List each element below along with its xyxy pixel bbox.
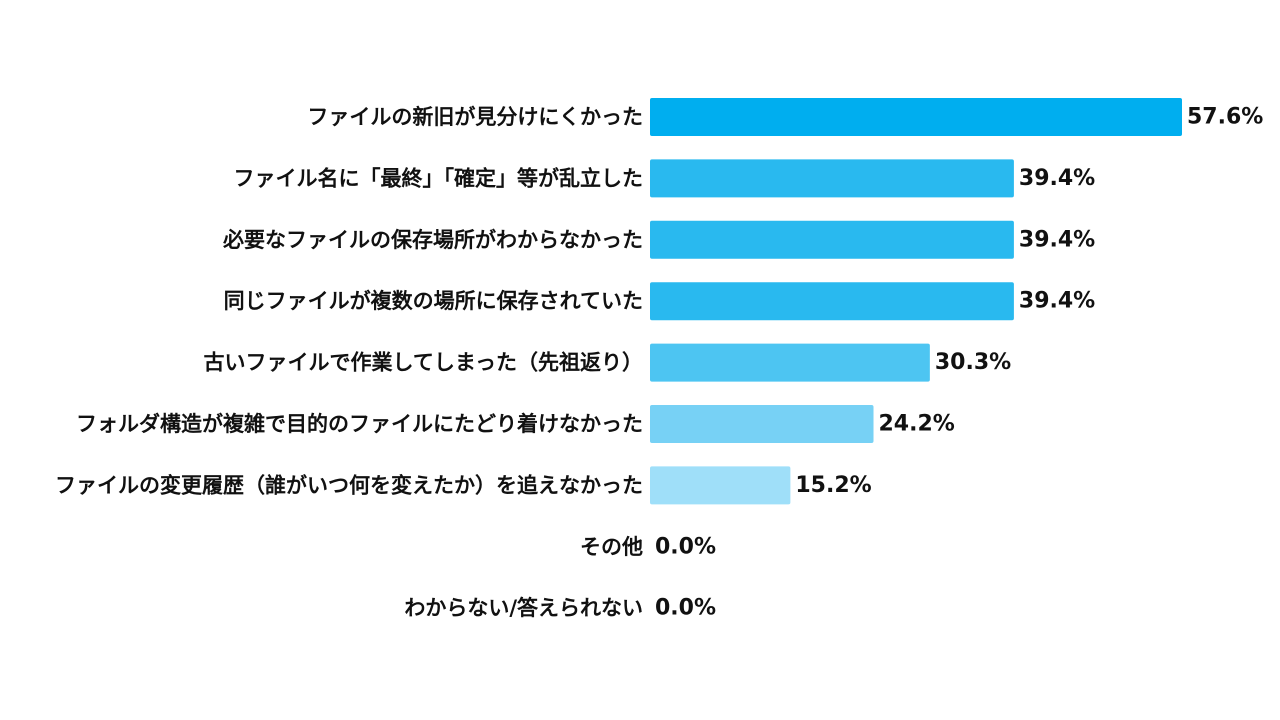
category-label-7: その他 (580, 535, 643, 559)
value-label-2: 39.4% (1019, 227, 1095, 252)
category-label-1: ファイル名に「最終」「確定」等が乱立した (234, 166, 644, 190)
value-label-8: 0.0% (655, 596, 716, 621)
bar-6 (650, 466, 791, 505)
value-label-7: 0.0% (655, 534, 716, 559)
value-label-0: 57.6% (1187, 105, 1263, 130)
category-label-6: ファイルの変更履歴（誰がいつ何を変えたか）を追えなかった (55, 473, 643, 497)
category-label-2: 必要なファイルの保存場所がわからなかった (223, 228, 643, 252)
category-label-3: 同じファイルが複数の場所に保存されていた (224, 289, 643, 313)
value-label-1: 39.4% (1019, 166, 1095, 191)
bar-1 (650, 159, 1014, 198)
bars-group (650, 98, 1182, 505)
bar-0 (650, 98, 1182, 136)
value-label-5: 24.2% (879, 412, 955, 437)
value-label-4: 30.3% (935, 350, 1011, 375)
bar-2 (650, 220, 1014, 259)
value-label-6: 15.2% (795, 473, 871, 498)
category-label-4: 古いファイルで作業してしまった（先祖返り） (203, 351, 643, 375)
value-label-3: 39.4% (1019, 289, 1095, 314)
bar-5 (650, 405, 874, 443)
category-label-0: ファイルの新旧が見分けにくかった (307, 105, 643, 129)
bar-3 (650, 282, 1014, 321)
category-label-5: フォルダ構造が複雑で目的のファイルにたどり着けなかった (76, 412, 643, 436)
value-labels-group: 57.6% 39.4% 39.4% 39.4% 30.3% 24.2% 15.2% 0.0% 0… (655, 105, 1263, 621)
category-label-8: わからない/答えられない (404, 596, 643, 620)
bar-4 (650, 343, 930, 382)
category-labels-group: ファイルの新旧が見分けにくかったファイル名に「最終」「確定」等が乱立した必要なフ… (55, 105, 643, 620)
